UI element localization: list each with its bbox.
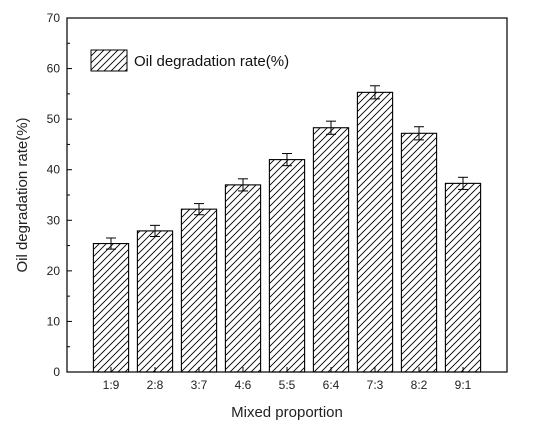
bar-1-9: [92, 242, 130, 373]
x-tick-label: 8:2: [411, 378, 428, 392]
bar-7-3: [356, 91, 394, 373]
x-tick-label: 1:9: [103, 378, 120, 392]
bar-9-1: [444, 182, 482, 373]
bar-8-2: [400, 132, 438, 373]
error-bars: [106, 85, 468, 250]
bar-3-7: [180, 208, 218, 373]
bar-2-8: [136, 230, 174, 373]
y-axis: 0 10 20 30 40 50 60 70: [47, 11, 72, 379]
error-bar: [282, 153, 292, 167]
x-tick-label: 3:7: [191, 378, 208, 392]
error-bar: [458, 176, 468, 190]
y-tick-label: 60: [47, 62, 61, 76]
error-bar: [194, 203, 204, 216]
bar-4-6: [224, 184, 262, 373]
error-bar: [106, 237, 116, 250]
y-tick-label: 70: [47, 11, 61, 25]
error-bar: [150, 224, 160, 237]
x-tick-label: 9:1: [455, 378, 472, 392]
x-tick-label: 6:4: [323, 378, 340, 392]
x-tick-label: 5:5: [279, 378, 296, 392]
legend-label: Oil degradation rate(%): [134, 53, 289, 70]
legend-swatch: [90, 49, 128, 72]
error-bar: [326, 120, 336, 135]
error-bar: [238, 178, 248, 192]
bar-6-4: [312, 127, 350, 373]
y-tick-label: 20: [47, 264, 61, 278]
error-bar: [370, 85, 380, 100]
x-axis-title: Mixed proportion: [231, 404, 343, 421]
error-bar: [414, 126, 424, 141]
x-tick-label: 2:8: [147, 378, 164, 392]
y-tick-label: 50: [47, 112, 61, 126]
y-tick-label: 0: [53, 365, 60, 379]
x-tick-label: 7:3: [367, 378, 384, 392]
legend: Oil degradation rate(%): [90, 49, 289, 72]
y-tick-label: 30: [47, 213, 61, 227]
y-tick-label: 40: [47, 163, 61, 177]
bars: [92, 91, 482, 373]
bar-5-5: [268, 159, 306, 373]
x-tick-label: 4:6: [235, 378, 252, 392]
y-tick-label: 10: [47, 314, 61, 328]
y-axis-title: Oil degradation rate(%): [14, 117, 31, 272]
x-axis: 1:9 2:8 3:7 4:6 5:5 6:4 7:3 8:2 9:1: [103, 367, 472, 392]
